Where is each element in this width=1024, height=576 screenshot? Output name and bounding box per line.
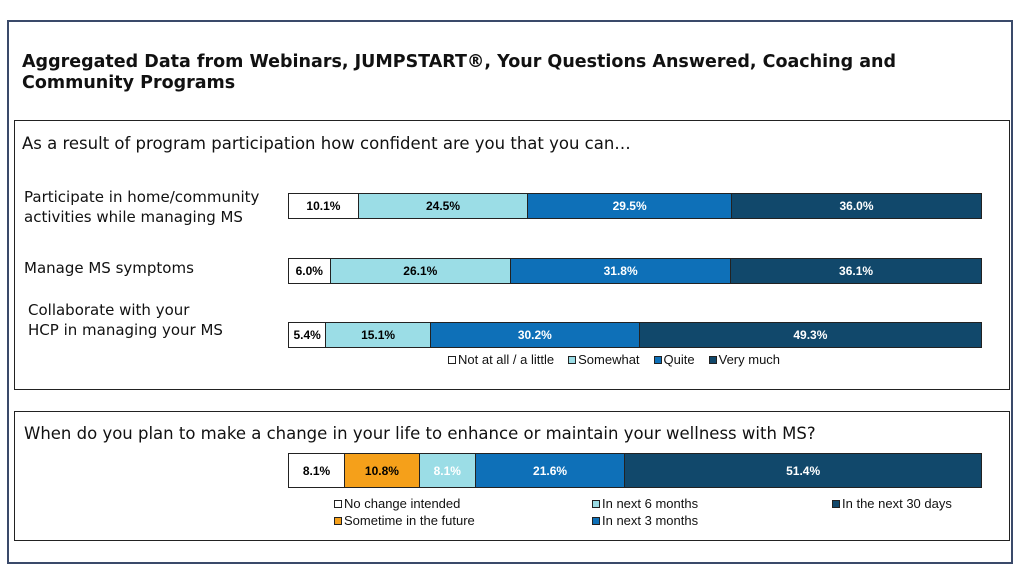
bar-segment-very-much: 36.0% bbox=[732, 194, 981, 218]
bar-segment-in-the-next-30-days: 51.4% bbox=[625, 454, 981, 487]
row-label-home-community: Participate in home/community activities… bbox=[24, 188, 260, 226]
legend-label: In next 6 months bbox=[602, 496, 699, 511]
legend-swatch bbox=[334, 516, 342, 525]
bar-segment-not-at-all-a-little: 10.1% bbox=[289, 194, 359, 218]
legend-label: Somewhat bbox=[578, 352, 640, 367]
legend-item-in-next-6-months: In next 6 months bbox=[592, 496, 816, 511]
bar-segment-quite: 29.5% bbox=[528, 194, 733, 218]
bar-segment-very-much: 49.3% bbox=[639, 323, 981, 347]
legend-item-very-much: Very much bbox=[708, 352, 781, 367]
bar-segment-in-next-3-months: 21.6% bbox=[475, 454, 626, 487]
confidence-question: As a result of program participation how… bbox=[22, 134, 631, 153]
change-plan-bar: 8.1% 10.8% 8.1% 21.6% 51.4% bbox=[288, 453, 982, 488]
slide-title: Aggregated Data from Webinars, JUMPSTART… bbox=[22, 52, 897, 93]
bar-segment-somewhat: 24.5% bbox=[358, 194, 529, 218]
legend-swatch bbox=[334, 499, 342, 508]
confidence-legend: Not at all / a little Somewhat Quite Very m… bbox=[448, 352, 780, 367]
bar-segment-sometime-in-the-future: 10.8% bbox=[345, 454, 420, 487]
legend-item-in-next-3-months: In next 3 months bbox=[592, 513, 816, 528]
bar-segment-quite: 30.2% bbox=[430, 323, 640, 347]
change-plan-legend: No change intended Sometime in the future… bbox=[334, 496, 1002, 532]
change-plan-question: When do you plan to make a change in you… bbox=[24, 424, 816, 443]
row-label-manage-symptoms: Manage MS symptoms bbox=[24, 259, 194, 277]
legend-item-somewhat: Somewhat bbox=[568, 352, 640, 367]
legend-label: Quite bbox=[663, 352, 695, 367]
bar-segment-very-much: 36.1% bbox=[731, 259, 981, 283]
legend-item-not-at-all-a-little: Not at all / a little bbox=[448, 352, 554, 367]
legend-label: No change intended bbox=[344, 496, 461, 511]
bar-segment-no-change-intended: 8.1% bbox=[289, 454, 346, 487]
legend-swatch bbox=[832, 499, 840, 508]
legend-label: Sometime in the future bbox=[344, 513, 475, 528]
legend-item-sometime-in-the-future: Sometime in the future bbox=[334, 513, 576, 528]
legend-swatch bbox=[653, 355, 662, 364]
legend-item-in-the-next-30-days: In the next 30 days bbox=[832, 496, 1002, 511]
confidence-bar-home-community: 10.1% 24.5% 29.5% 36.0% bbox=[288, 193, 982, 219]
bar-segment-in-next-6-months: 8.1% bbox=[419, 454, 476, 487]
legend-swatch bbox=[592, 499, 600, 508]
legend-swatch bbox=[592, 516, 600, 525]
bar-segment-not-at-all-a-little: 5.4% bbox=[289, 323, 327, 347]
legend-swatch bbox=[448, 355, 456, 364]
legend-swatch bbox=[568, 355, 577, 364]
row-label-collaborate-hcp: Collaborate with your HCP in managing yo… bbox=[28, 301, 223, 339]
confidence-bar-manage-symptoms: 6.0% 26.1% 31.8% 36.1% bbox=[288, 258, 982, 284]
legend-label: In the next 30 days bbox=[842, 496, 952, 511]
confidence-panel bbox=[14, 120, 1010, 390]
bar-segment-not-at-all-a-little: 6.0% bbox=[289, 259, 331, 283]
bar-segment-somewhat: 26.1% bbox=[330, 259, 512, 283]
legend-item-no-change-intended: No change intended bbox=[334, 496, 576, 511]
legend-item-quite: Quite bbox=[653, 352, 695, 367]
legend-label: Very much bbox=[718, 352, 781, 367]
legend-label: Not at all / a little bbox=[458, 352, 555, 367]
confidence-bar-collaborate-hcp: 5.4% 15.1% 30.2% 49.3% bbox=[288, 322, 982, 348]
slide-frame bbox=[7, 20, 1013, 564]
bar-segment-quite: 31.8% bbox=[511, 259, 732, 283]
bar-segment-somewhat: 15.1% bbox=[326, 323, 431, 347]
legend-label: In next 3 months bbox=[602, 513, 699, 528]
legend-swatch bbox=[708, 355, 717, 364]
